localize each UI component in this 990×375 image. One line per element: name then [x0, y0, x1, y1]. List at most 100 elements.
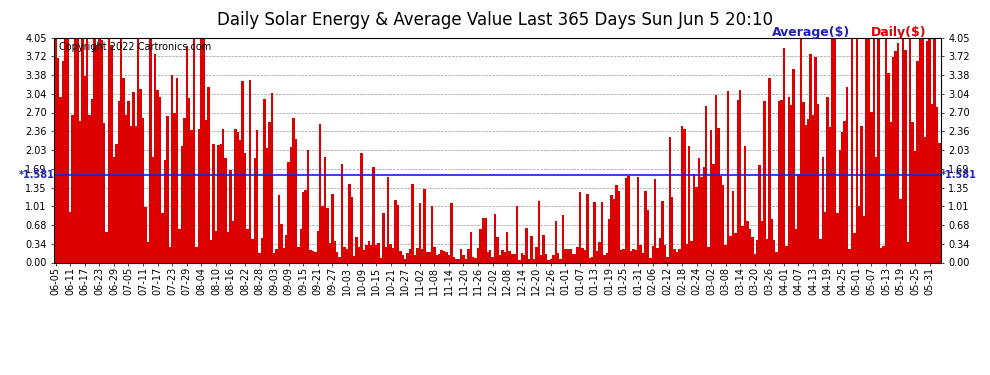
Bar [671, 197, 673, 262]
Bar [176, 78, 178, 262]
Bar [756, 240, 758, 262]
Bar [362, 250, 365, 262]
Bar [561, 214, 564, 262]
Bar [434, 247, 436, 262]
Bar [166, 116, 168, 262]
Bar [501, 250, 504, 262]
Bar [292, 117, 295, 262]
Bar [61, 61, 64, 262]
Bar [190, 130, 193, 262]
Bar [651, 246, 654, 262]
Bar [812, 115, 814, 262]
Bar [715, 95, 717, 262]
Bar [538, 201, 540, 262]
Bar [334, 241, 336, 262]
Bar [302, 192, 305, 262]
Bar [834, 38, 837, 262]
Bar [858, 206, 860, 262]
Bar [929, 38, 931, 262]
Bar [695, 187, 698, 262]
Bar [260, 238, 263, 262]
Bar [489, 250, 491, 262]
Bar [232, 221, 234, 262]
Text: Average($): Average($) [772, 26, 850, 39]
Bar [931, 104, 934, 262]
Bar [533, 260, 536, 262]
Bar [484, 217, 486, 262]
Bar [810, 54, 812, 262]
Bar [457, 259, 459, 262]
Bar [892, 57, 894, 262]
Bar [649, 258, 651, 262]
Bar [661, 201, 663, 262]
Bar [424, 189, 426, 262]
Bar [477, 248, 479, 262]
Bar [83, 76, 86, 262]
Bar [251, 239, 253, 262]
Bar [843, 122, 845, 262]
Bar [924, 137, 926, 262]
Bar [763, 101, 765, 262]
Bar [559, 260, 561, 262]
Bar [792, 69, 795, 262]
Bar [773, 240, 775, 262]
Text: Daily Solar Energy & Average Value Last 365 Days Sun Jun 5 20:10: Daily Solar Energy & Average Value Last … [217, 11, 773, 29]
Bar [637, 177, 640, 262]
Bar [788, 97, 790, 262]
Bar [640, 244, 642, 262]
Bar [914, 151, 916, 262]
Bar [411, 184, 414, 262]
Bar [125, 116, 128, 262]
Bar [768, 78, 770, 262]
Bar [887, 74, 890, 262]
Bar [531, 236, 533, 262]
Bar [880, 248, 882, 262]
Bar [839, 150, 841, 262]
Bar [916, 61, 919, 262]
Bar [921, 38, 924, 262]
Bar [171, 75, 173, 262]
Bar [69, 211, 71, 262]
Bar [297, 247, 300, 262]
Bar [526, 228, 528, 262]
Bar [295, 139, 297, 262]
Bar [837, 213, 839, 262]
Bar [419, 203, 421, 262]
Bar [258, 253, 260, 262]
Bar [173, 113, 176, 262]
Bar [860, 126, 863, 262]
Bar [324, 157, 327, 262]
Bar [450, 203, 452, 262]
Bar [518, 260, 521, 262]
Bar [265, 148, 268, 262]
Bar [705, 106, 708, 262]
Bar [290, 147, 292, 262]
Bar [392, 248, 394, 262]
Bar [212, 144, 215, 262]
Bar [270, 93, 273, 262]
Bar [195, 247, 198, 262]
Bar [863, 216, 865, 262]
Bar [314, 252, 317, 262]
Bar [312, 251, 314, 262]
Bar [511, 254, 513, 262]
Bar [615, 184, 618, 262]
Bar [872, 39, 875, 262]
Bar [877, 38, 880, 262]
Bar [436, 255, 438, 262]
Bar [496, 237, 499, 262]
Bar [688, 146, 690, 262]
Bar [464, 259, 467, 262]
Bar [598, 242, 601, 262]
Bar [142, 118, 145, 262]
Bar [431, 206, 434, 262]
Bar [554, 221, 557, 262]
Bar [730, 236, 732, 262]
Bar [239, 140, 242, 262]
Bar [185, 46, 188, 262]
Bar [350, 197, 353, 262]
Bar [285, 235, 287, 262]
Bar [494, 214, 496, 262]
Bar [499, 255, 501, 262]
Bar [101, 40, 103, 262]
